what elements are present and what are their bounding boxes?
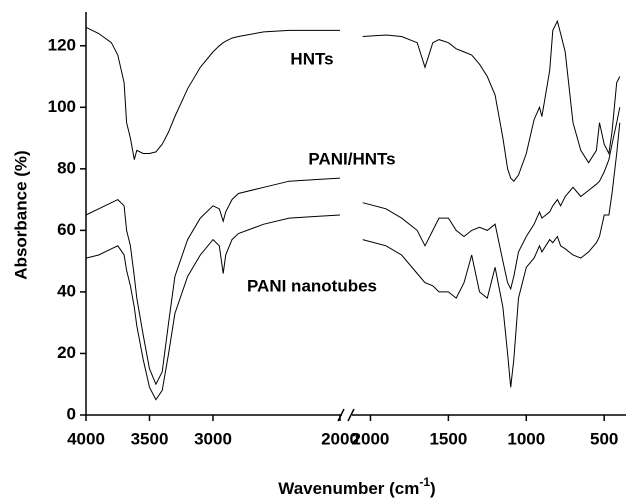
y-tick-label: 0 <box>67 404 76 423</box>
x-axis-label: Wavenumber (cm-1) <box>278 475 435 498</box>
series-label: PANI nanotubes <box>247 276 377 295</box>
x-tick-label: 1500 <box>429 429 467 448</box>
y-tick-label: 20 <box>57 343 76 362</box>
axis-break <box>347 408 355 422</box>
series-label: PANI/HNTs <box>308 149 395 168</box>
x-tick-label: 4000 <box>67 429 105 448</box>
x-tick-label: 500 <box>590 429 618 448</box>
series-line <box>85 177 341 386</box>
series-line <box>362 19 621 182</box>
y-tick-label: 60 <box>57 220 76 239</box>
y-axis-label: Absorbance (%) <box>11 150 30 279</box>
series-label: HNTs <box>290 49 333 68</box>
series-line <box>362 122 621 388</box>
series-line <box>85 214 341 401</box>
y-tick-label: 80 <box>57 158 76 177</box>
y-tick-label: 40 <box>57 281 76 300</box>
x-tick-label: 3500 <box>131 429 169 448</box>
axis-break <box>337 408 345 422</box>
x-label-main: Wavenumber (cm <box>278 479 419 498</box>
x-tick-label: 1000 <box>507 429 545 448</box>
series-line <box>85 26 340 160</box>
x-label-end: ) <box>430 479 436 498</box>
x-label-sup: -1 <box>419 475 430 489</box>
y-tick-label: 100 <box>48 97 76 116</box>
x-tick-label: 2000 <box>321 429 359 448</box>
x-tick-label: 3000 <box>194 429 232 448</box>
series-line <box>362 107 621 291</box>
y-tick-label: 120 <box>48 35 76 54</box>
x-tick-label: 2000 <box>352 429 390 448</box>
